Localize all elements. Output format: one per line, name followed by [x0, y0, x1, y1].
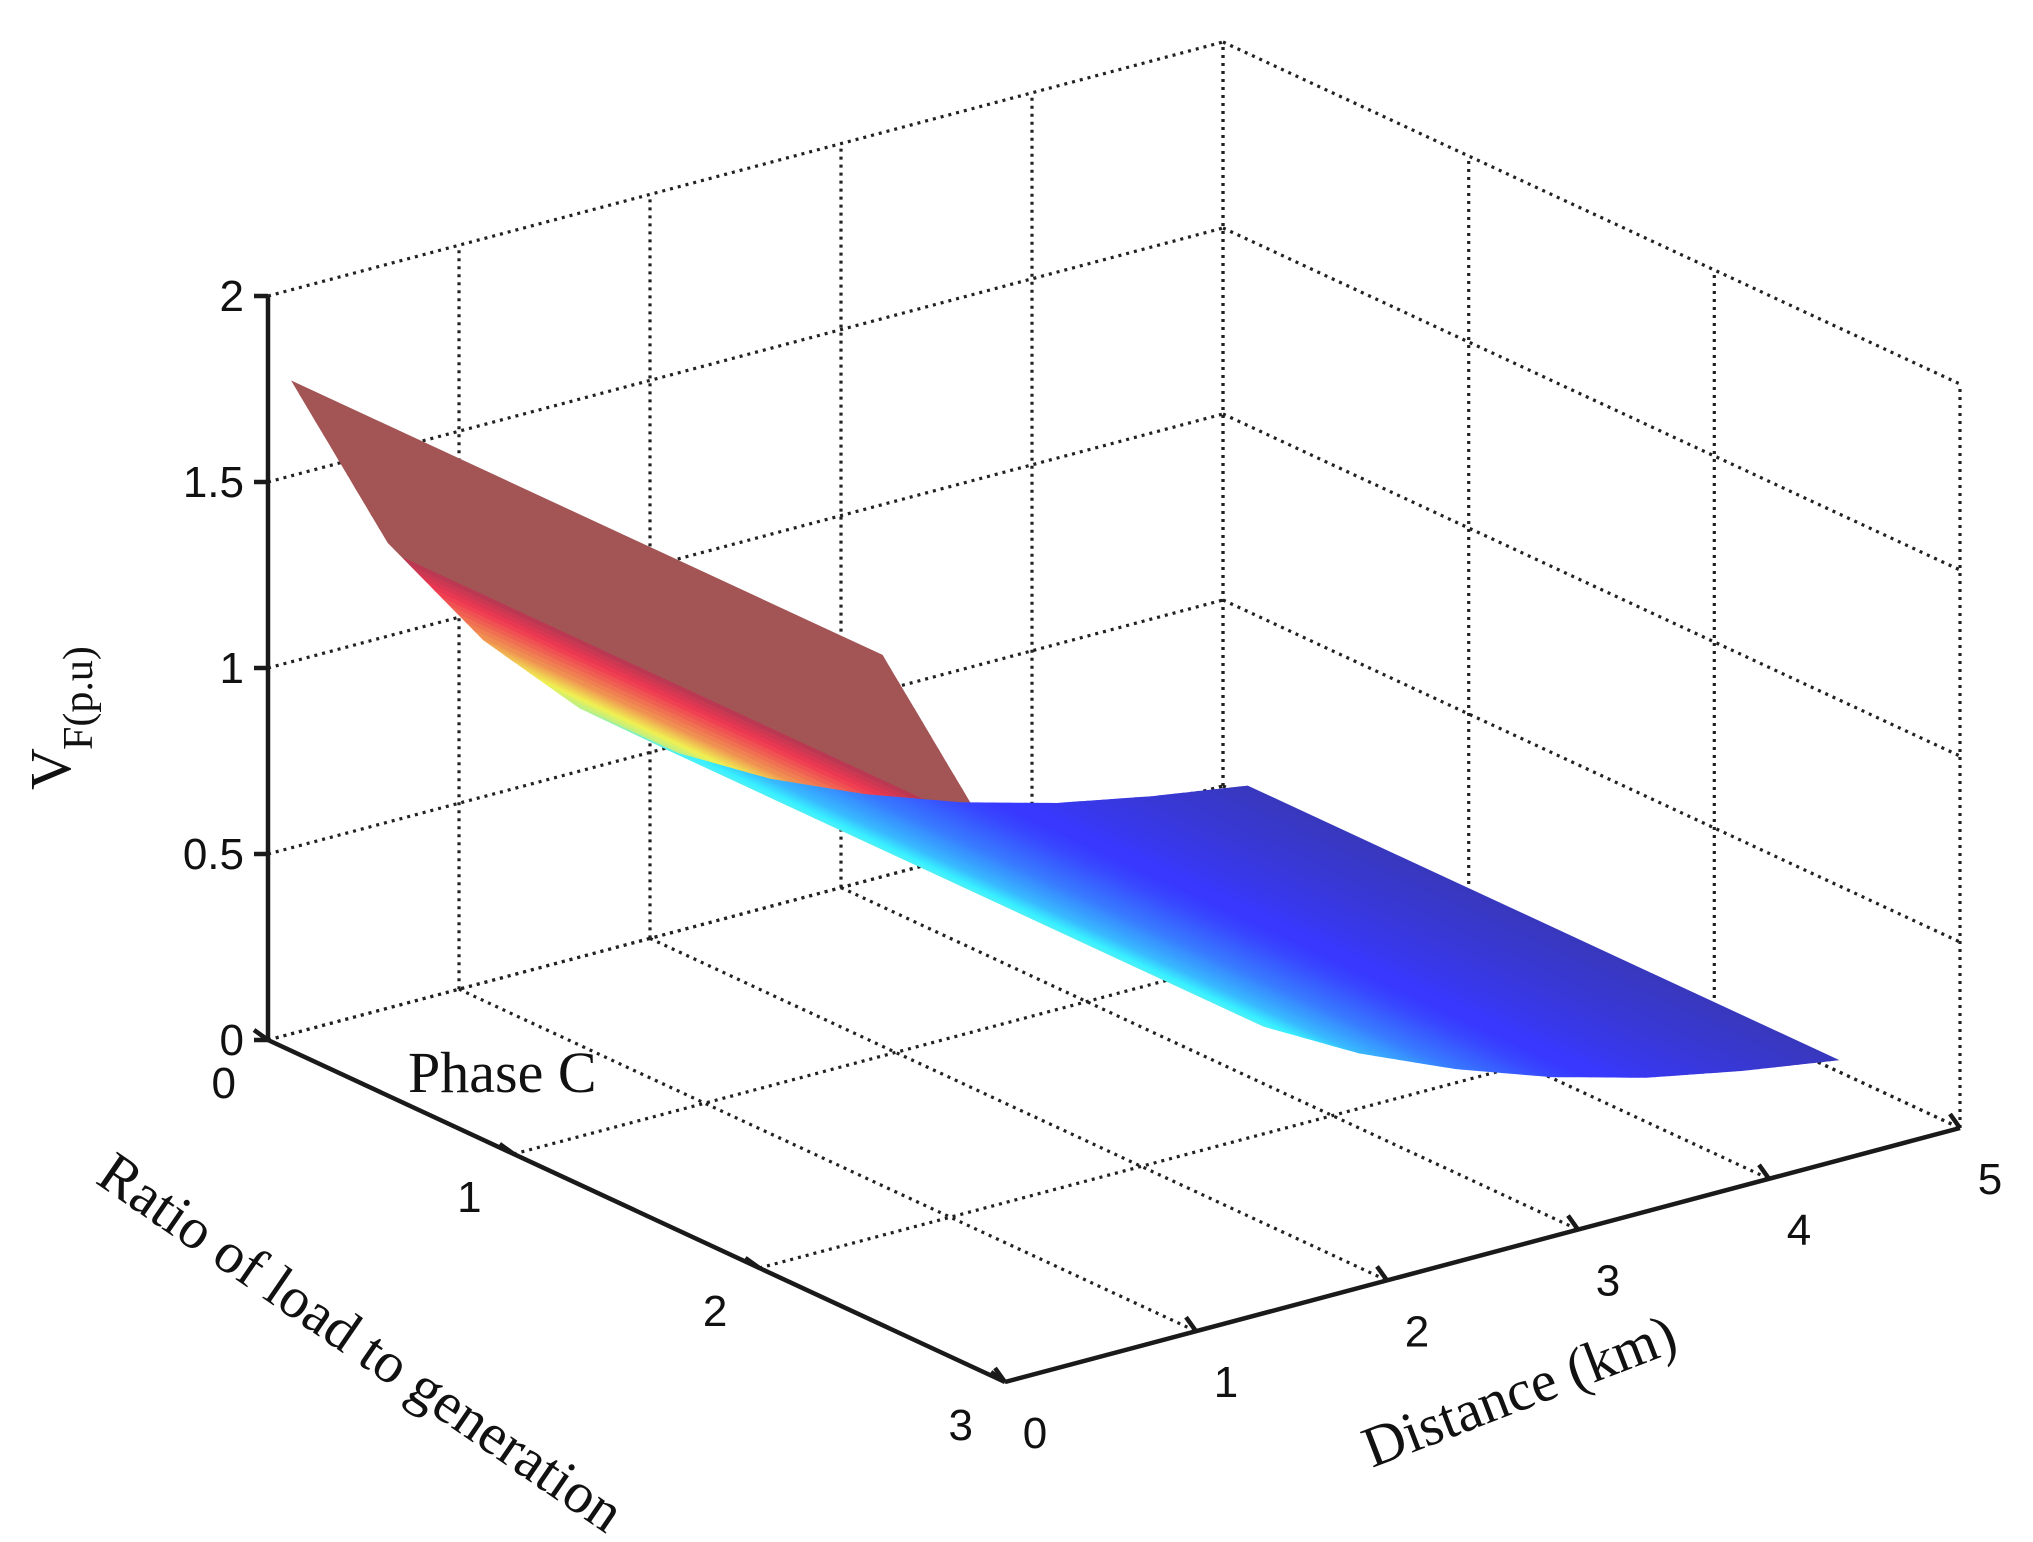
x-axis-title: Distance (km) [1353, 1301, 1685, 1480]
distance-tick-label: 0 [1023, 1409, 1047, 1458]
right-wall-gridline-horizontal [1222, 226, 1961, 572]
back-wall-gridline-horizontal [267, 40, 1224, 298]
z-axis-title: V F(p.u) [18, 646, 102, 790]
ratio-tick-label: 0 [212, 1059, 236, 1108]
right-wall-gridline-horizontal [1222, 40, 1961, 386]
ratio-axis-line [267, 1037, 1006, 1385]
distance-tick-label: 5 [1978, 1155, 2002, 1204]
right-wall-gridline-horizontal [1222, 412, 1961, 758]
ratio-axis-tick [252, 1028, 270, 1042]
distance-axis-tick [1948, 1112, 1962, 1130]
grid-layer [266, 40, 1962, 1384]
distance-tick-label: 2 [1405, 1307, 1429, 1356]
ratio-tick-label: 3 [949, 1401, 973, 1450]
label-layer: 0 0.5 1 1.5 2 0 1 2 3 0 1 2 3 4 5 [183, 272, 2002, 1458]
z-tick-label: 2 [220, 272, 244, 321]
distance-tick-label: 4 [1787, 1206, 1811, 1255]
distance-axis-tick [993, 1366, 1007, 1384]
distance-tick-label: 3 [1596, 1257, 1620, 1306]
ratio-tick-label: 2 [703, 1287, 727, 1336]
distance-axis-tick [1375, 1265, 1389, 1282]
distance-axis-tick [1566, 1214, 1580, 1231]
distance-axis-tick [1184, 1315, 1198, 1333]
phase-annotation: Phase C [408, 1040, 597, 1105]
z-tick-label: 1.5 [183, 458, 244, 507]
distance-axis-line [1004, 1125, 1961, 1385]
z-tick-label: 0.5 [183, 830, 244, 879]
axis-layer [252, 293, 1962, 1385]
ratio-tick-label: 1 [457, 1173, 481, 1222]
distance-tick-label: 1 [1214, 1358, 1238, 1407]
z-tick-label: 0 [220, 1016, 244, 1065]
ratio-axis-tick [498, 1142, 516, 1156]
z-tick-label: 1 [220, 644, 244, 693]
surface-strip [1237, 785, 1840, 1062]
distance-axis-tick [1757, 1163, 1771, 1181]
ratio-axis-tick [743, 1256, 761, 1270]
y-axis-title: Ratio of load to generation [87, 1139, 636, 1542]
z-axis-title-main: V [18, 748, 83, 790]
z-axis-title-sub: F(p.u) [56, 646, 102, 750]
surface-layer [291, 380, 1840, 1078]
